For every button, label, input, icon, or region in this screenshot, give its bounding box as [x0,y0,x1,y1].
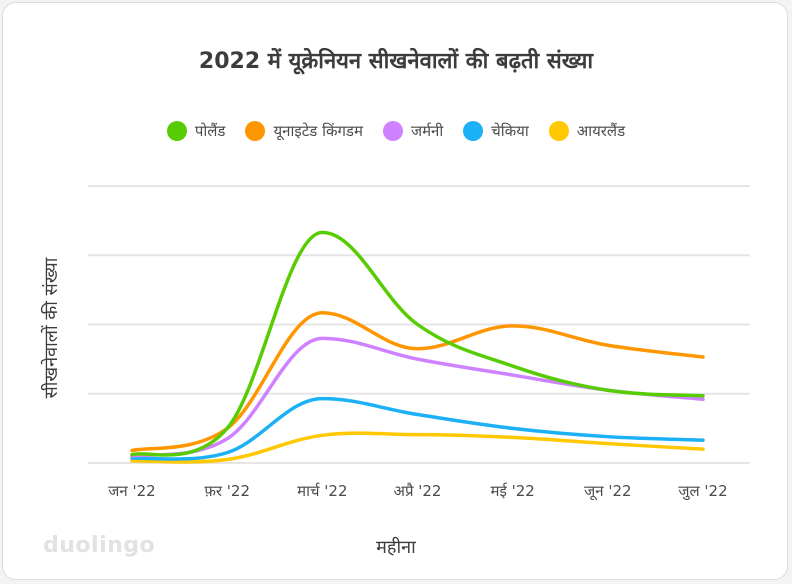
x-tick-label: जून '22 [584,482,631,501]
x-tick-label: अप्रै '22 [394,482,442,500]
legend-item-ireland: आयरलैंड [548,121,626,141]
legend-item-czechia: चेकिया [463,121,529,141]
legend-swatch-czechia [463,121,484,141]
x-tick-label: फ़र '22 [204,482,250,500]
duolingo-logo: duolingo [43,533,156,558]
x-tick-label: मार्च '22 [297,482,347,500]
legend-swatch-poland [166,121,187,141]
x-tick-label: मई '22 [491,482,535,500]
legend-swatch-germany [382,121,403,141]
x-tick-label: जन '22 [108,482,155,500]
legend-item-germany: जर्मनी [382,121,444,141]
series-line-ireland [130,431,705,464]
series-line-poland [130,230,705,457]
series-line-czechia [130,396,705,461]
x-axis-label: महीना [376,537,416,558]
series-line-uk [130,310,705,453]
legend-label-uk: यूनाइटेड किंगडम [273,122,363,140]
legend-swatch-uk [245,121,266,141]
legend-item-uk: यूनाइटेड किंगडम [245,121,363,141]
legend-label-germany: जर्मनी [410,122,444,140]
legend-label-poland: पोलैंड [194,122,226,140]
legend: पोलैंड यूनाइटेड किंगडम जर्मनी चेकिया आयर… [3,121,789,141]
legend-item-poland: पोलैंड [166,121,226,141]
legend-swatch-ireland [548,121,569,141]
legend-label-ireland: आयरलैंड [576,122,626,140]
legend-label-czechia: चेकिया [491,122,529,140]
x-tick-label: जुल '22 [678,482,727,501]
chart-title: 2022 में यूक्रेनियन सीखनेवालों की बढ़ती … [198,49,594,74]
